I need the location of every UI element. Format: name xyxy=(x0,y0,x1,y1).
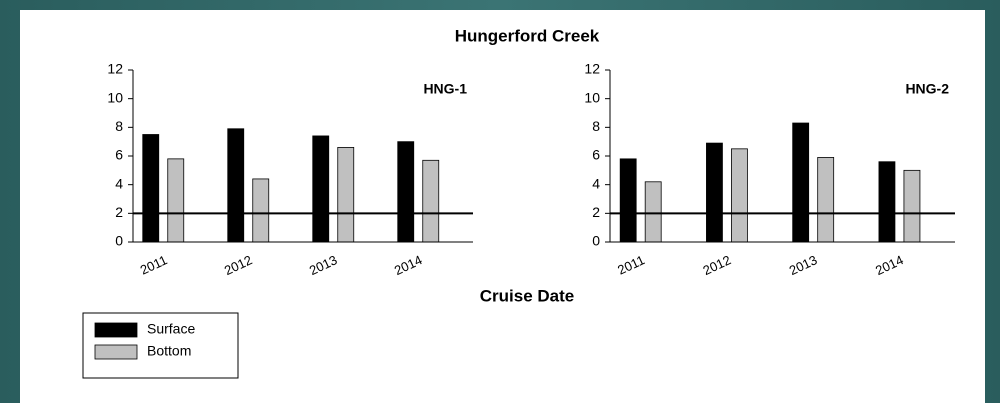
y-tick-label: 6 xyxy=(592,147,600,163)
y-tick-label: 8 xyxy=(592,118,600,134)
annotation: HNG-2 xyxy=(905,81,949,97)
annotation: HNG-1 xyxy=(423,81,467,97)
y-tick-label: 0 xyxy=(115,233,123,249)
bar xyxy=(878,161,896,243)
bar xyxy=(312,135,330,243)
y-tick-label: 12 xyxy=(584,61,600,77)
bar xyxy=(397,141,415,243)
x-axis-label: Cruise Date xyxy=(480,286,574,305)
bar xyxy=(731,148,748,243)
legend-swatch xyxy=(94,344,138,360)
bar xyxy=(644,181,662,243)
bar xyxy=(619,158,637,243)
y-tick-label: 6 xyxy=(115,147,123,163)
bar xyxy=(706,142,723,243)
bar xyxy=(792,122,810,243)
bar xyxy=(227,128,245,243)
bar xyxy=(817,157,835,243)
y-tick-label: 4 xyxy=(115,175,123,191)
bar xyxy=(422,159,440,243)
bar xyxy=(167,158,185,243)
y-tick-label: 10 xyxy=(584,89,600,105)
chart-title: Hungerford Creek xyxy=(455,26,600,45)
legend-label: Bottom xyxy=(147,343,191,359)
legend-swatch xyxy=(94,322,138,338)
bar xyxy=(252,178,270,243)
y-tick-label: 0 xyxy=(592,233,600,249)
bar xyxy=(142,134,160,243)
y-tick-label: 10 xyxy=(107,89,123,105)
bar xyxy=(337,146,355,243)
legend-box xyxy=(82,312,239,379)
legend-label: Surface xyxy=(147,321,195,337)
y-tick-label: 4 xyxy=(592,175,600,191)
y-tick-label: 2 xyxy=(592,204,600,220)
y-tick-label: 2 xyxy=(115,204,123,220)
y-tick-label: 12 xyxy=(107,61,123,77)
bar xyxy=(903,169,921,243)
y-tick-label: 8 xyxy=(115,118,123,134)
